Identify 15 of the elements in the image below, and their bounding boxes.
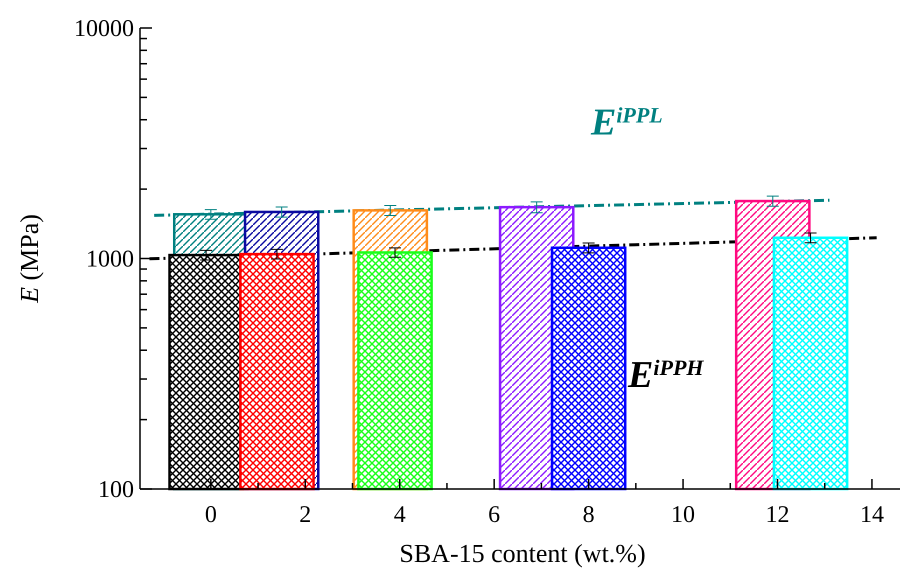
x-tick-label: 10 <box>671 502 696 528</box>
y-axis-title: E (MPa) <box>15 214 44 304</box>
x-tick-label: 8 <box>582 502 595 528</box>
x-tick-label: 12 <box>766 502 790 528</box>
x-tick-label: 0 <box>204 502 217 528</box>
x-axis-title: SBA-15 content (wt.%) <box>399 539 646 568</box>
x-tick-label: 6 <box>488 502 500 528</box>
y-tick-label: 1000 <box>86 246 134 272</box>
x-tick-label: 4 <box>394 502 406 528</box>
x-tick-label: 2 <box>299 502 312 528</box>
y-tick-label: 10000 <box>74 16 134 42</box>
series-label: E$^{iPPL}$ <box>590 102 663 144</box>
y-tick-label: 100 <box>98 477 134 503</box>
text: E$^{iPPH}$ <box>627 354 704 396</box>
x-tick-label: 14 <box>860 502 884 528</box>
